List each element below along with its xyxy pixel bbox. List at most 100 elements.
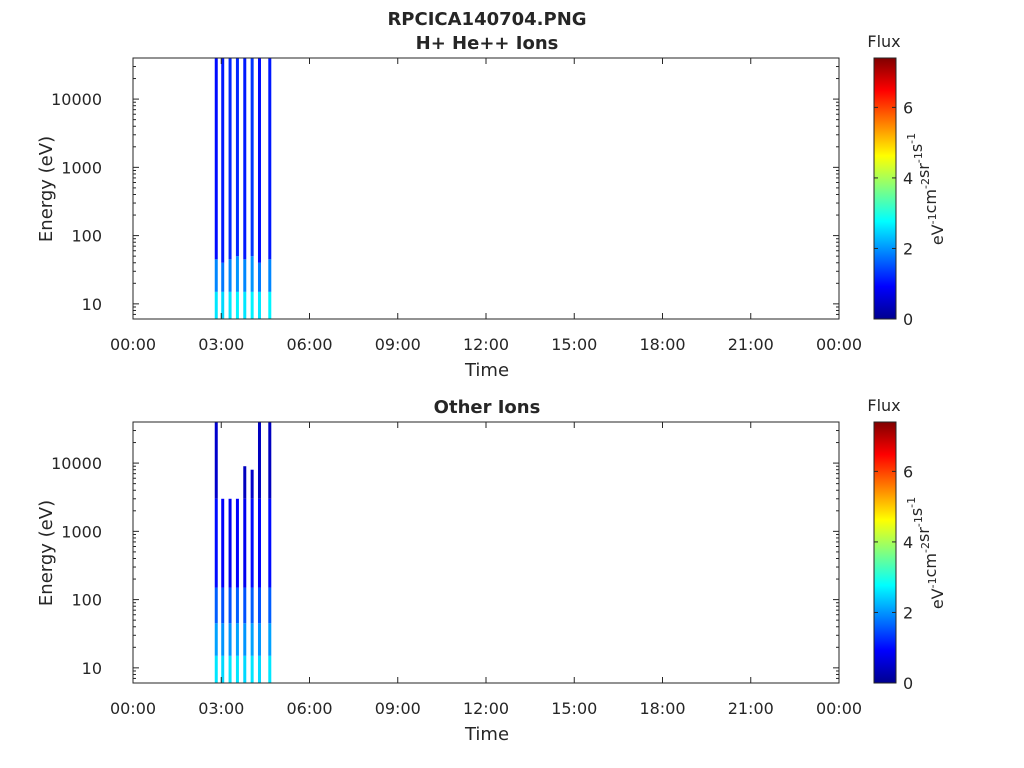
data-column-segment [214,498,218,588]
y-tick-label: 10 [82,295,102,314]
data-column-segment [268,587,272,624]
x-tick-label: 18:00 [639,699,685,718]
x-tick-label: 06:00 [286,699,332,718]
data-column-segment [214,259,218,292]
x-tick-label: 18:00 [639,335,685,354]
data-column-segment [228,623,232,656]
data-column-segment [268,259,272,292]
data-column-segment [250,498,254,588]
x-axis-label: Time [464,360,509,381]
data-column-segment [257,498,261,588]
colorbar [873,57,897,320]
data-column-segment [257,623,261,656]
data-column-segment [250,587,254,624]
panel-title: H+ He++ Ions [416,33,559,54]
y-tick-label: 1000 [61,158,102,177]
x-tick-label: 00:00 [110,335,156,354]
data-column-segment [250,623,254,656]
y-tick-label: 100 [71,227,102,246]
data-column-segment [228,587,232,624]
panel-h-he-ions: H+ He++ Ions Energy (eV) Time Flux eV-1c… [36,32,947,381]
y-axis-label: Energy (eV) [36,136,57,242]
data-column-segment [235,256,239,292]
data-column-segment [228,655,232,683]
data-column-segment [268,291,272,319]
data-column-segment [268,422,272,499]
data-column-segment [243,466,247,499]
x-tick-label: 00:00 [816,335,862,354]
y-axis-label: Energy (eV) [36,500,57,606]
data-column-segment [214,655,218,683]
data-column-segment [221,262,225,292]
data-column-segment [250,291,254,319]
x-tick-label: 21:00 [728,699,774,718]
panel-other-ions: Other Ions Energy (eV) Time Flux eV-1cm-… [36,396,947,745]
colorbar-tick-label: 6 [903,462,913,481]
x-tick-label: 12:00 [463,335,509,354]
data-column-segment [221,623,225,656]
data-column-segment [235,498,239,588]
y-tick-label: 10000 [51,454,102,473]
data-column-segment [235,655,239,683]
x-tick-label: 09:00 [375,699,421,718]
data-column-segment [268,498,272,588]
data-column-segment [257,655,261,683]
colorbar-title: Flux [867,32,900,51]
data-column-segment [228,259,232,292]
x-tick-label: 06:00 [286,335,332,354]
data-column-segment [235,291,239,319]
data-column-segment [243,498,247,588]
x-tick-label: 21:00 [728,335,774,354]
data-column-segment [243,259,247,292]
data-column-segment [257,422,261,499]
data-column-segment [243,291,247,319]
figure-title: RPCICA140704.PNG [387,9,586,30]
x-tick-label: 15:00 [551,699,597,718]
panel-title: Other Ions [434,397,541,418]
colorbar-units-label: eV-1cm-2sr-1s-1 [905,497,947,609]
x-tick-label: 12:00 [463,699,509,718]
data-column-segment [243,587,247,624]
y-tick-label: 1000 [61,522,102,541]
data-column-segment [228,498,232,588]
data-column-segment [257,262,261,292]
colorbar-units-text: eV-1cm-2sr-1s-1 [905,133,947,245]
colorbar-title: Flux [867,396,900,415]
data-column-segment [257,587,261,624]
colorbar-units-text: eV-1cm-2sr-1s-1 [905,497,947,609]
data-column-segment [214,291,218,319]
y-tick-label: 10000 [51,90,102,109]
data-column-segment [214,422,218,499]
colorbar-tick-label: 0 [903,310,913,329]
data-column-segment [250,256,254,292]
data-column-segment [243,58,247,260]
x-tick-label: 15:00 [551,335,597,354]
colorbar-tick-label: 2 [903,603,913,622]
colorbar-tick-label: 0 [903,674,913,693]
x-tick-label: 09:00 [375,335,421,354]
data-column-segment [221,498,225,588]
x-tick-label: 00:00 [110,699,156,718]
data-column-segment [235,623,239,656]
data-column-segment [268,623,272,656]
data-column-segment [250,655,254,683]
data-column-segment [243,655,247,683]
data-column-segment [214,58,218,260]
colorbar-units-label: eV-1cm-2sr-1s-1 [905,133,947,245]
x-tick-label: 00:00 [816,699,862,718]
x-tick-label: 03:00 [198,335,244,354]
colorbar-tick-label: 2 [903,239,913,258]
data-column-segment [221,655,225,683]
data-column-segment [214,587,218,624]
colorbar-tick-label: 6 [903,98,913,117]
data-column-segment [250,469,254,499]
data-column-segment [268,655,272,683]
data-column-segment [235,58,239,257]
data-column-segment [257,291,261,319]
y-tick-label: 10 [82,659,102,678]
data-column-segment [243,623,247,656]
data-column-segment [250,58,254,257]
data-column-segment [221,291,225,319]
colorbar [873,421,897,684]
